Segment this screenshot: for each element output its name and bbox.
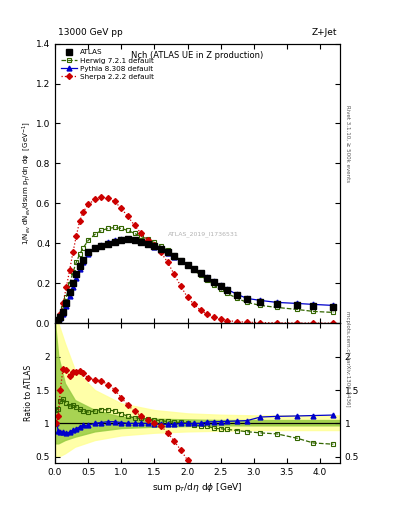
Text: Z+Jet: Z+Jet bbox=[312, 28, 337, 36]
Text: 13000 GeV pp: 13000 GeV pp bbox=[58, 28, 123, 36]
Text: mcplots.cern.ch [arXiv:1306.3436]: mcplots.cern.ch [arXiv:1306.3436] bbox=[345, 311, 350, 406]
Legend: ATLAS, Herwig 7.2.1 default, Pythia 8.308 default, Sherpa 2.2.2 default: ATLAS, Herwig 7.2.1 default, Pythia 8.30… bbox=[59, 47, 156, 82]
Text: ATLAS_2019_I1736531: ATLAS_2019_I1736531 bbox=[168, 231, 239, 237]
X-axis label: sum p$_T$/d$\eta$ d$\phi$ [GeV]: sum p$_T$/d$\eta$ d$\phi$ [GeV] bbox=[152, 481, 243, 495]
Y-axis label: 1/N$_{ev}$ dN$_{ev}$/dsum p$_T$/dη dφ  [GeV$^{-1}$]: 1/N$_{ev}$ dN$_{ev}$/dsum p$_T$/dη dφ [G… bbox=[20, 121, 33, 245]
Y-axis label: Ratio to ATLAS: Ratio to ATLAS bbox=[24, 366, 33, 421]
Text: Rivet 3.1.10, ≥ 500k events: Rivet 3.1.10, ≥ 500k events bbox=[345, 105, 350, 182]
Text: Nch (ATLAS UE in Z production): Nch (ATLAS UE in Z production) bbox=[131, 51, 264, 59]
